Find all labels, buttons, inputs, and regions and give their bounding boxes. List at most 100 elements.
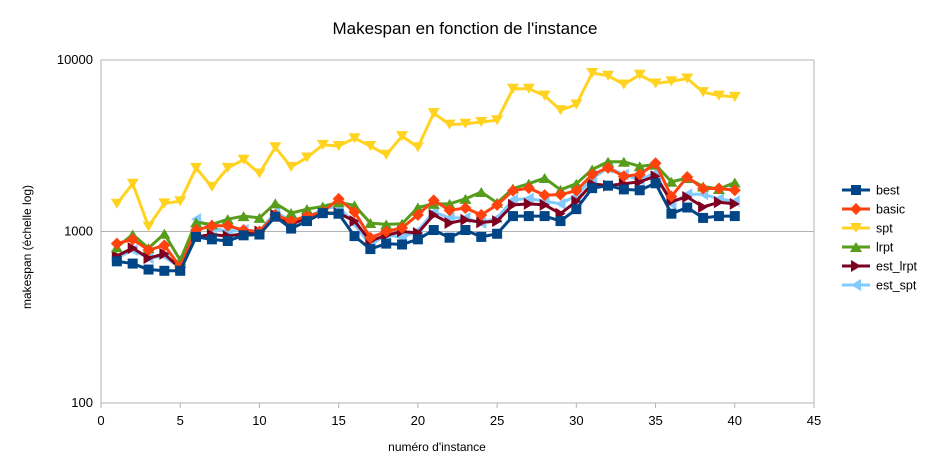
data-point <box>633 168 646 181</box>
data-point <box>698 200 709 213</box>
data-point <box>269 198 282 209</box>
data-point <box>729 211 740 222</box>
x-axis-title: numéro d'instance <box>388 440 486 454</box>
legend-label: best <box>876 184 900 198</box>
series-line <box>116 166 736 270</box>
data-point <box>411 142 424 153</box>
data-point <box>476 231 487 242</box>
data-point <box>316 139 329 150</box>
data-point <box>286 223 297 234</box>
legend-label: spt <box>876 222 893 236</box>
legend-swatch-marker <box>851 260 861 272</box>
data-point <box>634 175 645 188</box>
data-point <box>506 184 519 197</box>
data-point <box>617 156 630 167</box>
data-point <box>205 181 218 192</box>
data-point <box>523 211 534 222</box>
data-point <box>174 196 187 207</box>
data-point <box>633 161 646 172</box>
series-layer <box>110 67 741 276</box>
data-point <box>492 215 503 228</box>
legend-item-best: best <box>842 184 900 198</box>
data-point <box>411 208 424 221</box>
data-point <box>713 211 724 222</box>
data-point <box>221 162 234 173</box>
data-point <box>428 208 439 221</box>
data-point <box>459 118 472 129</box>
data-point <box>158 239 171 252</box>
data-point <box>443 119 456 130</box>
data-point <box>586 168 599 181</box>
data-point <box>205 219 218 232</box>
legend-swatch-marker <box>850 203 862 215</box>
data-point <box>126 178 139 189</box>
data-point <box>476 216 487 229</box>
data-point <box>728 177 741 188</box>
data-point <box>221 219 234 232</box>
data-point <box>665 190 678 203</box>
data-point <box>538 90 551 101</box>
data-point <box>681 73 694 84</box>
series-line <box>115 71 735 228</box>
data-point <box>349 215 360 228</box>
data-point <box>665 176 678 187</box>
data-point <box>460 213 471 226</box>
data-point <box>253 168 266 179</box>
data-point <box>317 208 328 219</box>
data-point <box>539 198 550 211</box>
data-point <box>523 192 534 205</box>
data-point <box>396 131 409 142</box>
data-point <box>159 247 170 260</box>
data-point <box>555 216 566 227</box>
data-point <box>444 217 455 230</box>
data-point <box>428 225 439 236</box>
legend-swatch-marker <box>851 279 861 291</box>
series-line <box>116 181 735 273</box>
data-point <box>158 198 171 209</box>
data-point <box>602 156 615 167</box>
data-point <box>175 265 186 276</box>
legend-item-spt: spt <box>842 222 893 236</box>
data-point <box>507 193 518 206</box>
data-point <box>285 208 298 219</box>
data-point <box>127 242 138 255</box>
data-point <box>602 70 615 81</box>
data-point <box>142 244 155 257</box>
data-point <box>380 149 393 160</box>
data-point <box>443 204 456 217</box>
data-point <box>110 198 123 209</box>
x-tick-label: 0 <box>97 413 104 428</box>
data-point <box>190 217 203 228</box>
x-tick-label: 30 <box>569 413 583 428</box>
x-tick-label: 20 <box>411 413 425 428</box>
series-line <box>116 174 735 270</box>
legend-swatch-marker <box>850 242 862 252</box>
data-point <box>222 236 233 247</box>
data-point <box>617 79 630 90</box>
legend-label: est_lrpt <box>876 260 918 274</box>
data-point <box>602 161 615 174</box>
legend-label: basic <box>876 203 905 217</box>
data-point <box>507 198 518 211</box>
x-tick-label: 5 <box>177 413 184 428</box>
data-point <box>506 83 519 94</box>
data-point <box>397 239 408 250</box>
legend-item-est-spt: est_spt <box>842 279 917 293</box>
data-point <box>603 180 614 191</box>
series-spt <box>110 67 741 232</box>
data-point <box>111 256 122 267</box>
y-tick-label: 100 <box>71 395 93 410</box>
x-tick-label: 15 <box>331 413 345 428</box>
data-point <box>301 216 312 227</box>
data-point <box>348 205 361 218</box>
data-point <box>364 218 377 229</box>
data-point <box>554 188 567 201</box>
data-point <box>411 202 424 213</box>
data-point <box>697 87 710 98</box>
legend-swatch-marker <box>851 185 861 195</box>
x-tick-label: 35 <box>648 413 662 428</box>
x-tick-label: 10 <box>252 413 266 428</box>
legend: best basic spt lrpt est_lrpt est_spt <box>842 184 918 293</box>
data-point <box>221 214 234 225</box>
